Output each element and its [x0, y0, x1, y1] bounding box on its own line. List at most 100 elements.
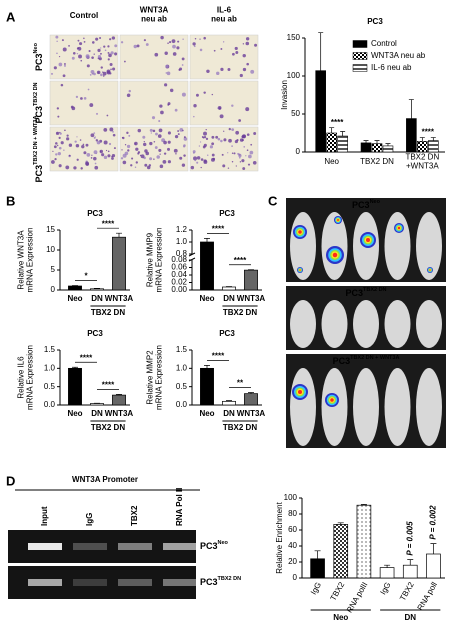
- stained-cell: [124, 151, 129, 156]
- gel-band: [28, 579, 62, 586]
- stained-cell: [199, 38, 201, 40]
- stained-cell: [164, 83, 168, 87]
- stained-cell: [220, 139, 223, 143]
- stained-cell: [245, 37, 250, 41]
- panel-label: B: [6, 193, 15, 208]
- stained-cell: [130, 164, 133, 167]
- stained-cell: [164, 51, 168, 55]
- stained-cell: [181, 64, 184, 66]
- bar: [379, 567, 395, 579]
- stained-cell: [209, 145, 213, 149]
- stained-cell: [175, 153, 177, 155]
- stained-cell: [242, 53, 246, 58]
- stained-cell: [194, 159, 197, 162]
- stained-cell: [134, 141, 138, 146]
- signal: [429, 269, 431, 271]
- mouse: [353, 300, 379, 348]
- stained-cell: [71, 106, 76, 111]
- stained-cell: [114, 52, 118, 56]
- stained-cell: [177, 40, 180, 43]
- stained-cell: [213, 49, 216, 52]
- stained-cell: [113, 147, 116, 150]
- error-bar: [204, 238, 210, 242]
- stained-cell: [245, 41, 250, 46]
- stained-cell: [59, 132, 62, 135]
- bar: [222, 286, 236, 291]
- stained-cell: [176, 46, 180, 50]
- y-axis-label-line: Relative IL6: [17, 356, 26, 399]
- stained-cell: [109, 63, 113, 67]
- stained-cell: [89, 103, 94, 107]
- significance-label: **: [237, 379, 244, 388]
- stained-cell: [167, 42, 169, 44]
- stained-cell: [104, 49, 107, 52]
- signal: [298, 390, 302, 394]
- x-tick-label: TBX2 DN: [360, 157, 394, 166]
- column-header: WNT3A neu ab: [140, 6, 169, 24]
- mouse: [321, 368, 348, 446]
- stained-cell: [99, 37, 102, 40]
- stained-cell: [248, 154, 252, 159]
- stained-cell: [174, 108, 178, 112]
- stained-cell: [219, 114, 224, 119]
- stained-cell: [193, 104, 197, 108]
- mouse: [321, 300, 348, 348]
- error-bar: [116, 232, 122, 238]
- stained-cell: [160, 35, 164, 40]
- stained-cell: [121, 149, 123, 151]
- stained-cell: [103, 155, 108, 160]
- panel-label: A: [6, 9, 16, 24]
- x-tick-label: DN: [223, 409, 235, 418]
- error-bar: [329, 127, 335, 133]
- stained-cell: [206, 154, 209, 156]
- micrograph: [119, 34, 189, 80]
- stained-cell: [86, 153, 91, 157]
- stained-cell: [57, 115, 60, 118]
- stained-cell: [228, 127, 231, 131]
- stained-cell: [167, 140, 171, 144]
- stained-cell: [239, 161, 242, 163]
- stained-cell: [58, 164, 62, 168]
- stained-cell: [50, 72, 54, 75]
- signal: [397, 226, 401, 230]
- image-label: PC3Neo: [352, 199, 381, 210]
- stained-cell: [97, 48, 101, 53]
- stained-cell: [234, 46, 238, 51]
- stained-cell: [90, 157, 93, 159]
- stained-cell: [107, 154, 111, 158]
- stained-cell: [56, 52, 58, 55]
- stained-cell: [169, 88, 174, 93]
- stained-cell: [62, 47, 67, 52]
- error-bar: [430, 137, 436, 141]
- stained-cell: [58, 136, 61, 139]
- stained-cell: [150, 132, 152, 134]
- x-tick-label: TBX2: [398, 580, 416, 602]
- y-axis-label: Relative Enrichment: [275, 501, 284, 573]
- annotation: P = 0.005: [405, 521, 414, 556]
- stained-cell: [103, 140, 108, 145]
- x-tick-label: Neo: [199, 294, 214, 303]
- stained-cell: [203, 143, 207, 147]
- stained-cell: [192, 150, 196, 154]
- stained-cell: [243, 146, 246, 148]
- stained-cell: [211, 135, 215, 139]
- stained-cell: [80, 167, 83, 170]
- stained-cell: [143, 39, 146, 42]
- stained-cell: [149, 128, 153, 132]
- stained-cell: [142, 142, 147, 147]
- stained-cell: [167, 102, 171, 106]
- stained-cell: [56, 144, 59, 147]
- mouse: [384, 368, 411, 446]
- y-axis-label: Relative MMP2mRNA Expression: [146, 345, 164, 410]
- y-tick-label: 1.5: [176, 345, 188, 354]
- stained-cell: [241, 159, 245, 163]
- stained-cell: [102, 75, 105, 77]
- y-tick-label: 20: [288, 557, 297, 566]
- stained-cell: [93, 132, 96, 134]
- stained-cell: [217, 106, 222, 110]
- row-label: PC3TBX2 DN + WNT3A: [33, 116, 44, 183]
- stained-cell: [133, 44, 137, 49]
- error-bar: [385, 143, 391, 146]
- stained-cell: [190, 165, 195, 170]
- annotation: ****: [422, 128, 435, 137]
